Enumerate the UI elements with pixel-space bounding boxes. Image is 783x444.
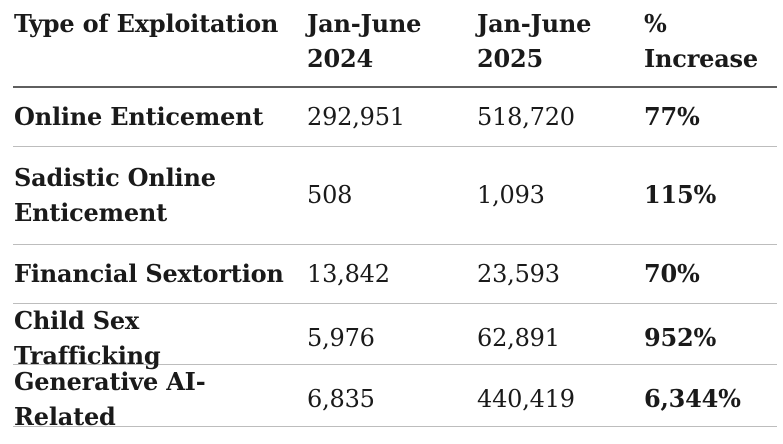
cell-2024-value: 6,835: [307, 385, 375, 414]
cell-exploitation-type: Sadistic Online Enticement: [14, 162, 216, 227]
cell-2024-value: 13,842: [307, 259, 390, 288]
cell-exploitation-type: Financial Sextortion: [14, 258, 284, 288]
cell-2025-value: 440,419: [477, 385, 575, 414]
table-row: Generative AI-Related 6,835 440,419 6,34…: [13, 365, 777, 431]
cell-2024-value: 508: [307, 181, 353, 210]
cell-2025-value: 23,593: [477, 259, 560, 288]
cell-exploitation-type: Generative AI-Related: [14, 367, 206, 431]
cell-increase-value: 70%: [644, 258, 700, 288]
table-row: Child Sex Trafficking 5,976 62,891 952%: [13, 304, 777, 370]
header-label-line2: 2025: [477, 43, 543, 73]
cell-2024-value: 292,951: [307, 102, 405, 131]
table-header-row: Type of Exploitation Jan-June 2024 Jan-J…: [13, 0, 777, 88]
header-cell-type: Type of Exploitation: [13, 7, 307, 42]
cell-2025-value: 1,093: [477, 181, 545, 210]
cell-increase-value: 115%: [644, 180, 717, 210]
cell-2025-value: 518,720: [477, 102, 575, 131]
header-label-line1: %: [644, 9, 667, 38]
header-label-line1: Jan-June: [477, 9, 592, 38]
cell-2025-value: 62,891: [477, 324, 560, 353]
header-cell-2025: Jan-June 2025: [477, 7, 644, 77]
cell-exploitation-type: Child Sex Trafficking: [14, 306, 161, 370]
exploitation-stats-table: Type of Exploitation Jan-June 2024 Jan-J…: [13, 0, 777, 431]
header-label-line2: 2024: [307, 43, 373, 73]
table-row: Financial Sextortion 13,842 23,593 70%: [13, 245, 777, 304]
cell-increase-value: 952%: [644, 323, 717, 353]
header-label-line2: Increase: [644, 43, 758, 73]
cell-increase-value: 6,344%: [644, 384, 741, 414]
header-cell-increase: % Increase: [644, 7, 777, 77]
header-label: Type of Exploitation: [14, 9, 279, 38]
table-row: Sadistic Online Enticement 508 1,093 115…: [13, 147, 777, 245]
table-row: Online Enticement 292,951 518,720 77%: [13, 88, 777, 147]
cell-exploitation-type: Online Enticement: [14, 101, 264, 131]
cell-2024-value: 5,976: [307, 324, 375, 353]
header-cell-2024: Jan-June 2024: [307, 7, 477, 77]
cell-increase-value: 77%: [644, 101, 700, 131]
header-label-line1: Jan-June: [307, 9, 422, 38]
